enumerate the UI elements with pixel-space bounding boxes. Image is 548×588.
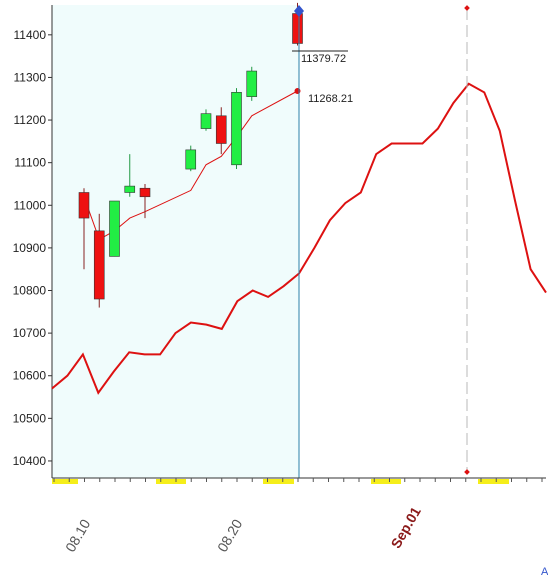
y-tick-label: 11300 xyxy=(14,70,47,84)
candle xyxy=(185,145,197,172)
candle-body xyxy=(185,149,197,170)
moving-average-end-point xyxy=(294,87,301,94)
forecast-marker-bottom xyxy=(464,469,470,475)
y-tick-label: 10500 xyxy=(13,411,47,425)
candle-body xyxy=(78,192,90,219)
y-tick-label: 10600 xyxy=(13,369,47,383)
y-tick-label: 10800 xyxy=(13,284,47,298)
corner-mark: A xyxy=(541,566,548,578)
candle xyxy=(139,183,151,219)
x-axis-band xyxy=(263,479,294,484)
x-axis-band xyxy=(156,479,186,484)
candle-body xyxy=(109,200,120,257)
y-tick-label: 11400 xyxy=(14,28,47,42)
candle-body xyxy=(200,113,212,129)
date-label-0820: 08.20 xyxy=(214,516,245,555)
candle xyxy=(78,188,90,270)
candle-body xyxy=(124,185,136,193)
forecast-marker-top xyxy=(464,5,470,11)
candle-body xyxy=(93,230,105,300)
candle xyxy=(215,107,227,155)
last-price-marker xyxy=(294,5,304,17)
annotation-label-average: 11268.21 xyxy=(308,93,353,105)
candle-body xyxy=(292,13,303,44)
annotations: 11379.72 11268.21 xyxy=(292,5,470,478)
x-axis-band xyxy=(478,479,509,484)
y-tick-label: 11000 xyxy=(14,198,47,212)
highlight-region xyxy=(52,5,299,478)
candle-body xyxy=(139,187,151,198)
annotation-label-close: 11379.72 xyxy=(301,53,346,65)
x-axis-band xyxy=(371,479,401,484)
candle xyxy=(93,213,105,308)
y-tick-label: 10400 xyxy=(13,454,47,468)
y-axis: 10400 10500 10600 10700 10800 10900 11000 11100… xyxy=(13,5,53,478)
y-tick-label: 10700 xyxy=(13,326,47,340)
candle xyxy=(231,88,242,170)
y-tick-label: 10900 xyxy=(13,241,47,255)
candles xyxy=(78,2,303,308)
candle xyxy=(109,200,120,257)
y-tick-label: 11100 xyxy=(14,156,46,170)
candle-body xyxy=(215,115,227,144)
candle-body xyxy=(231,92,242,166)
candle xyxy=(200,109,212,131)
month-label-sep: Sep.01 xyxy=(387,504,424,551)
candle xyxy=(246,66,258,101)
y-tick-label: 11200 xyxy=(14,113,47,127)
candle xyxy=(124,154,136,197)
candle-body xyxy=(246,70,258,97)
x-axis-band xyxy=(52,479,78,484)
x-axis: 08.10 08.20 Sep.01 xyxy=(52,477,546,555)
date-label-0810: 08.10 xyxy=(62,516,93,555)
